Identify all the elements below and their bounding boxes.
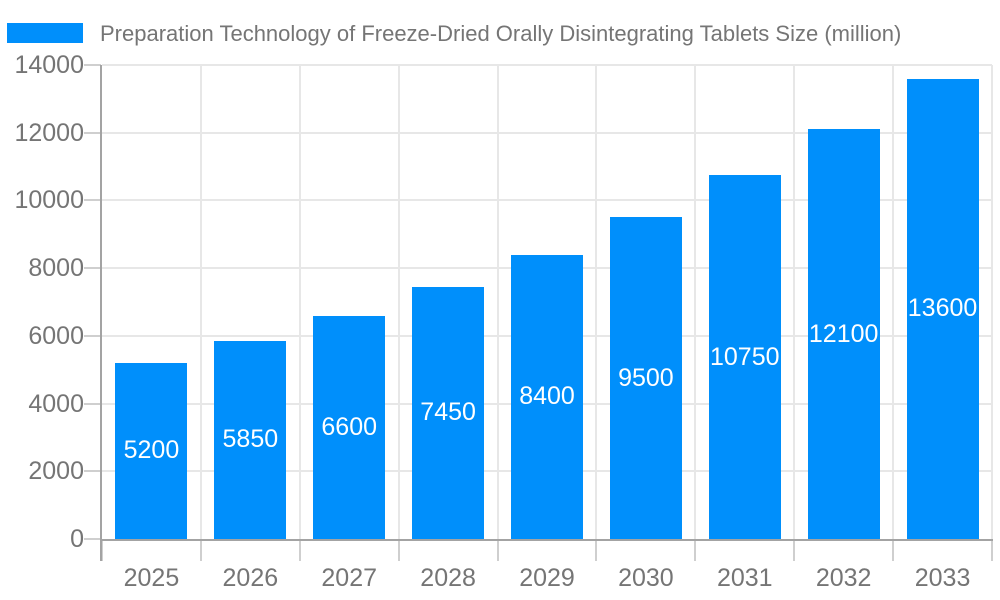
bar-2033[interactable]: 13600	[906, 78, 979, 539]
x-axis-tick	[397, 541, 400, 561]
gridline-vertical	[595, 65, 598, 539]
x-axis-tick	[298, 541, 301, 561]
y-tick-label: 10000	[14, 186, 84, 215]
x-tick-label: 2033	[914, 564, 971, 592]
y-tick-label: 6000	[28, 321, 84, 350]
bar-value-label: 5200	[123, 436, 180, 465]
x-axis-tick	[694, 541, 697, 561]
gridline-vertical	[298, 65, 301, 539]
y-tick-label: 14000	[14, 51, 84, 79]
y-axis-tick	[84, 131, 101, 134]
gridline-horizontal	[102, 64, 992, 66]
gridline-vertical	[991, 65, 993, 539]
bar-2031[interactable]: 10750	[708, 175, 781, 539]
bar-value-label: 5850	[222, 425, 279, 454]
gridline-horizontal	[102, 199, 992, 202]
x-axis-tick	[991, 541, 993, 561]
bar-2032[interactable]: 12100	[807, 129, 880, 539]
y-tick-label: 2000	[28, 457, 84, 486]
bar-2029[interactable]: 8400	[511, 254, 583, 539]
bar-2028[interactable]: 7450	[412, 286, 485, 539]
x-tick-label: 2026	[222, 564, 279, 592]
y-tick-label: 0	[70, 525, 84, 553]
bar-value-label: 13600	[907, 294, 978, 323]
gridline-vertical	[793, 65, 796, 539]
x-tick-label: 2031	[716, 564, 773, 592]
x-axis-line	[100, 539, 993, 541]
bar-value-label: 8400	[519, 382, 575, 411]
x-axis-tick	[793, 541, 796, 561]
x-axis-tick	[199, 541, 202, 561]
gridline-vertical	[496, 65, 499, 539]
y-tick-label: 8000	[28, 254, 84, 283]
gridline-vertical	[199, 65, 202, 539]
bar-2025[interactable]: 5200	[115, 362, 188, 539]
gridline-vertical	[694, 65, 697, 539]
y-axis-tick	[84, 267, 101, 270]
x-axis-tick	[496, 541, 499, 561]
bar-2030[interactable]: 9500	[609, 217, 682, 539]
x-tick-label: 2030	[618, 564, 674, 592]
gridline-vertical	[397, 65, 400, 539]
y-axis-tick	[84, 402, 101, 405]
x-axis-tick	[595, 541, 598, 561]
bar-value-label: 6600	[321, 412, 378, 441]
gridline-horizontal	[102, 131, 992, 134]
y-axis-line	[100, 65, 102, 561]
y-tick-label: 12000	[14, 118, 84, 147]
x-tick-label: 2028	[420, 564, 476, 592]
x-tick-label: 2032	[815, 564, 872, 592]
y-axis-tick	[84, 334, 101, 337]
bar-value-label: 12100	[808, 319, 879, 348]
bar-value-label: 9500	[618, 363, 674, 392]
legend-swatch[interactable]	[7, 23, 83, 43]
gridline-vertical	[892, 65, 895, 539]
bar-2027[interactable]: 6600	[313, 315, 386, 539]
y-axis-tick	[84, 538, 101, 540]
bar-value-label: 10750	[710, 342, 780, 371]
y-axis-tick	[84, 199, 101, 202]
x-tick-label: 2025	[123, 564, 180, 592]
x-axis-tick	[892, 541, 895, 561]
x-axis-tick	[101, 541, 103, 561]
x-tick-label: 2029	[519, 564, 575, 592]
bar-2026[interactable]: 5850	[214, 340, 287, 539]
chart-title: Preparation Technology of Freeze-Dried O…	[100, 21, 902, 46]
y-axis-tick	[84, 64, 101, 66]
x-tick-label: 2027	[321, 564, 378, 592]
y-tick-label: 4000	[28, 389, 84, 418]
bar-value-label: 7450	[420, 398, 476, 427]
y-axis-tick	[84, 470, 101, 473]
